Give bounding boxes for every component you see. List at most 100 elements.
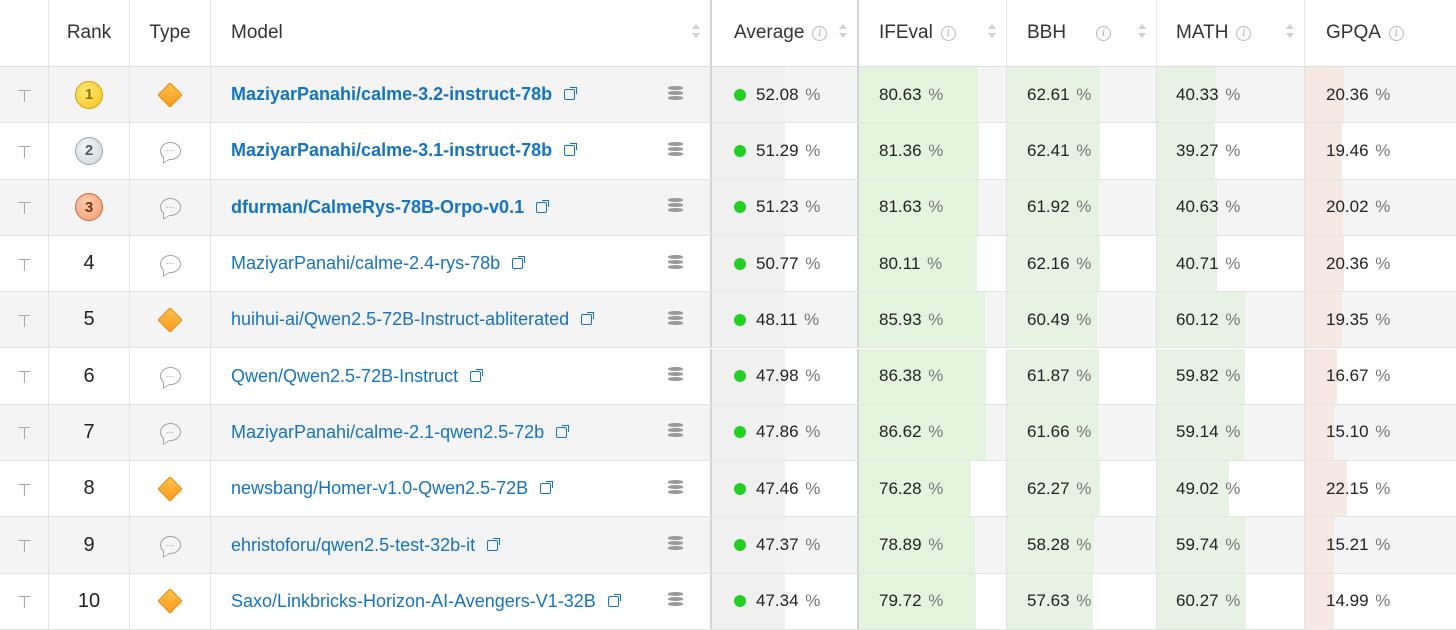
pin-cell: ⊥ <box>0 67 49 123</box>
pin-icon[interactable]: ⊥ <box>16 536 32 556</box>
table-row[interactable]: ⊥ 10 Saxo/Linkbricks-Horizon-AI-Avengers-V… <box>0 573 1456 630</box>
math-value: 40.63 % <box>1176 197 1240 217</box>
gpqa-value: 20.02 % <box>1326 197 1390 217</box>
pin-icon[interactable]: ⊥ <box>16 141 32 161</box>
table-row[interactable]: ⊥ 7 ··· MaziyarPanahi/calme-2.1-qwen2.5-72b… <box>0 404 1456 462</box>
database-icon[interactable] <box>668 198 683 216</box>
math-number: 40.71 <box>1176 253 1219 273</box>
table-row[interactable]: ⊥ 3 ··· dfurman/CalmeRys-78B-Orpo-v0.1 51.23… <box>0 179 1456 236</box>
sort-icon[interactable] <box>1286 22 1294 40</box>
pin-icon[interactable]: ⊥ <box>16 592 32 612</box>
rank-number: 9 <box>83 533 95 556</box>
model-link[interactable]: MaziyarPanahi/calme-3.2-instruct-78b <box>231 84 553 105</box>
average-number: 47.34 <box>756 591 799 611</box>
external-link-icon[interactable] <box>536 199 550 213</box>
average-number: 51.23 <box>756 197 799 217</box>
model-link[interactable]: ehristoforu/qwen2.5-test-32b-it <box>231 534 476 555</box>
database-icon[interactable] <box>668 423 683 441</box>
status-dot <box>734 426 746 439</box>
table-row[interactable]: ⊥ 6 ··· Qwen/Qwen2.5-72B-Instruct 47.98 % 86.… <box>0 348 1456 405</box>
external-link-icon[interactable] <box>564 87 578 101</box>
database-icon[interactable] <box>668 254 683 273</box>
gpqa-number: 14.99 <box>1326 591 1369 611</box>
sort-icon[interactable] <box>1138 22 1146 40</box>
table-row[interactable]: ⊥ 1 MaziyarPanahi/calme-3.2-instruct-78b 52… <box>0 67 1456 124</box>
gpqa-cell: 15.10 % <box>1305 404 1456 461</box>
external-link-icon[interactable] <box>607 593 621 607</box>
pin-icon[interactable]: ⊥ <box>16 367 32 387</box>
math-number: 39.27 <box>1176 140 1219 160</box>
external-link-icon[interactable] <box>540 481 554 495</box>
bbh-number: 62.27 <box>1027 478 1070 498</box>
database-icon[interactable] <box>668 479 683 498</box>
model-link[interactable]: dfurman/CalmeRys-78B-Orpo-v0.1 <box>231 196 525 217</box>
percent-sign: % <box>1225 478 1241 498</box>
sort-icon[interactable] <box>692 22 700 40</box>
header-ifeval[interactable]: IFEval i <box>859 0 1007 66</box>
sort-icon[interactable] <box>988 22 996 40</box>
gpqa-value: 22.15 % <box>1326 479 1390 499</box>
gpqa-score-bar <box>1305 292 1342 348</box>
ifeval-score-bar <box>859 404 987 461</box>
header-average[interactable]: Average i <box>712 0 859 66</box>
header-type-label: Type <box>149 22 191 43</box>
percent-sign: % <box>805 478 821 498</box>
header-model[interactable]: Model <box>211 0 712 66</box>
math-cell: 59.82 % <box>1157 348 1305 404</box>
info-icon[interactable]: i <box>812 25 828 41</box>
table-row[interactable]: ⊥ 5 huihui-ai/Qwen2.5-72B-Instruct-abliter… <box>0 292 1456 349</box>
average-value: 47.46 % <box>756 479 820 499</box>
pin-icon[interactable]: ⊥ <box>16 479 32 499</box>
ifeval-value: 86.38 % <box>879 366 943 386</box>
silver-medal-icon: 2 <box>75 136 103 165</box>
table-row[interactable]: ⊥ 8 newsbang/Homer-v1.0-Qwen2.5-72B 47.46 %… <box>0 461 1456 518</box>
database-icon[interactable] <box>668 85 683 104</box>
percent-sign: % <box>1375 197 1391 217</box>
pin-icon[interactable]: ⊥ <box>16 310 32 330</box>
gpqa-number: 15.21 <box>1326 535 1369 555</box>
model-cell: MaziyarPanahi/calme-3.2-instruct-78b <box>211 67 712 123</box>
table-row[interactable]: ⊥ 4 ··· MaziyarPanahi/calme-2.4-rys-78b 50.7… <box>0 235 1456 293</box>
model-cell: ehristoforu/qwen2.5-test-32b-it <box>211 517 712 573</box>
math-number: 59.14 <box>1176 422 1219 442</box>
pin-icon[interactable]: ⊥ <box>16 198 32 218</box>
pin-icon[interactable]: ⊥ <box>16 254 32 274</box>
database-icon[interactable] <box>668 367 683 385</box>
table-row[interactable]: ⊥ 2 ··· MaziyarPanahi/calme-3.1-instruct-78… <box>0 123 1456 180</box>
info-icon[interactable]: i <box>1388 25 1404 41</box>
header-rank[interactable]: Rank <box>49 0 130 66</box>
external-link-icon[interactable] <box>556 424 570 438</box>
model-link[interactable]: Saxo/Linkbricks-Horizon-AI-Avengers-V1-3… <box>231 590 596 611</box>
external-link-icon[interactable] <box>564 143 578 157</box>
external-link-icon[interactable] <box>470 368 484 382</box>
database-icon[interactable] <box>668 592 683 610</box>
external-link-icon[interactable] <box>512 256 526 270</box>
model-link[interactable]: huihui-ai/Qwen2.5-72B-Instruct-abliterat… <box>231 309 570 330</box>
pin-icon[interactable]: ⊥ <box>16 423 32 443</box>
header-gpqa[interactable]: GPQA i <box>1305 0 1456 66</box>
database-icon[interactable] <box>668 141 683 160</box>
info-icon[interactable]: i <box>1236 25 1252 41</box>
sort-icon[interactable] <box>839 22 847 40</box>
database-icon[interactable] <box>668 536 683 554</box>
database-icon[interactable] <box>668 310 683 329</box>
rank-number: 8 <box>83 477 95 500</box>
ifeval-cell: 81.36 % <box>859 123 1007 179</box>
external-link-icon[interactable] <box>487 537 501 551</box>
external-link-icon[interactable] <box>581 312 595 326</box>
header-bbh[interactable]: BBH i <box>1007 0 1157 66</box>
model-link[interactable]: newsbang/Homer-v1.0-Qwen2.5-72B <box>231 478 529 499</box>
table-row[interactable]: ⊥ 9 ··· ehristoforu/qwen2.5-test-32b-it 47.3… <box>0 517 1456 574</box>
info-icon[interactable]: i <box>940 25 956 41</box>
model-link[interactable]: Qwen/Qwen2.5-72B-Instruct <box>231 365 459 386</box>
header-type[interactable]: Type <box>130 0 211 66</box>
header-math[interactable]: MATH i <box>1157 0 1305 66</box>
pin-icon[interactable]: ⊥ <box>16 85 32 105</box>
model-link[interactable]: MaziyarPanahi/calme-2.1-qwen2.5-72b <box>231 421 545 442</box>
bbh-value: 61.92 % <box>1027 197 1091 217</box>
info-icon[interactable]: i <box>1096 25 1112 41</box>
bbh-cell: 62.61 % <box>1007 67 1157 123</box>
model-link[interactable]: MaziyarPanahi/calme-3.1-instruct-78b <box>231 140 553 161</box>
model-link[interactable]: MaziyarPanahi/calme-2.4-rys-78b <box>231 253 501 274</box>
type-cell: ··· <box>130 179 211 235</box>
